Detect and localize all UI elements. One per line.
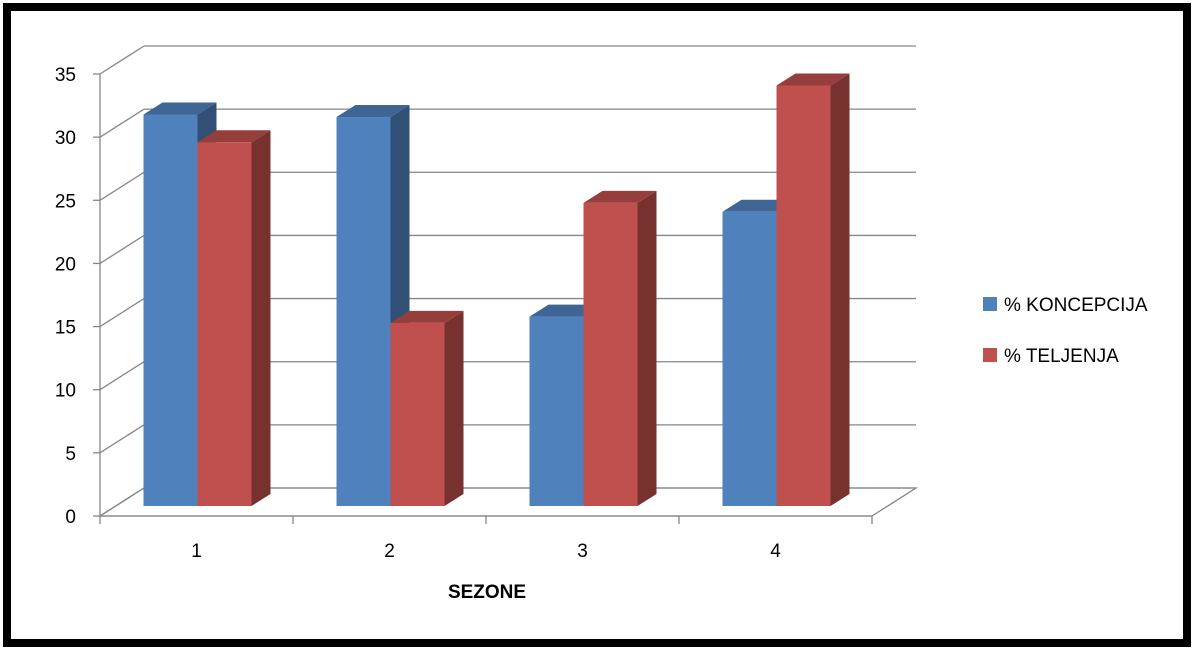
legend-item-teljenja: % TELJENJA	[983, 346, 1119, 367]
legend-item-koncepcija: % KONCEPCIJA	[983, 295, 1148, 316]
bars	[143, 73, 850, 507]
legend: % KONCEPCIJA % TELJENJA	[983, 295, 1148, 367]
x-tick-labels: 1 2 3 4	[191, 541, 781, 562]
y-tick-label: 30	[55, 128, 76, 149]
bar-front	[583, 202, 638, 506]
gridline-side	[99, 234, 145, 264]
bar-side	[251, 130, 271, 506]
y-tick-label: 20	[55, 254, 76, 275]
bar-top	[336, 105, 410, 118]
x-tick-label: 3	[577, 541, 588, 562]
bar-front	[776, 85, 831, 507]
bar-side	[637, 190, 657, 506]
gridline-side	[99, 171, 145, 201]
bar-front	[390, 322, 445, 506]
bar-side	[830, 73, 850, 507]
bar-front	[197, 142, 252, 506]
gridline-side	[99, 361, 145, 391]
y-tick-label: 5	[65, 444, 76, 465]
axes	[93, 73, 873, 524]
y-tick-label: 10	[55, 381, 76, 402]
bar-teljenja-2	[390, 310, 464, 506]
bar-top	[583, 190, 657, 203]
legend-swatch	[983, 297, 997, 311]
x-tick-label: 2	[384, 541, 395, 562]
y-tick-labels: 0 5 10 15 20 25 30 35	[55, 65, 76, 528]
gridline-side	[99, 298, 145, 328]
bar-top	[197, 130, 271, 143]
bar-teljenja-4	[776, 73, 850, 507]
y-tick-label: 0	[65, 507, 76, 528]
bar-top	[776, 73, 850, 86]
bar-front	[529, 316, 584, 506]
gridline-side	[99, 108, 145, 138]
gridline-side	[99, 424, 145, 454]
bar-front	[722, 211, 777, 507]
y-tick-label: 35	[55, 65, 76, 86]
bar-teljenja-3	[583, 190, 657, 506]
bar-top	[390, 310, 464, 323]
x-tick-label: 1	[191, 541, 202, 562]
bar-side	[444, 310, 464, 506]
bar-top	[143, 102, 217, 115]
x-tick-label: 4	[770, 541, 781, 562]
gridline-side	[99, 487, 145, 517]
bar-front	[143, 114, 198, 506]
legend-swatch	[983, 348, 997, 362]
gridline-side	[99, 45, 145, 75]
bar-front	[336, 117, 391, 506]
bar-teljenja-1	[197, 130, 271, 506]
legend-label: % TELJENJA	[1004, 346, 1119, 367]
y-tick-label: 25	[55, 191, 76, 212]
x-axis-title: SEZONE	[448, 582, 526, 603]
legend-label: % KONCEPCIJA	[1004, 295, 1148, 316]
y-tick-label: 15	[55, 318, 76, 339]
